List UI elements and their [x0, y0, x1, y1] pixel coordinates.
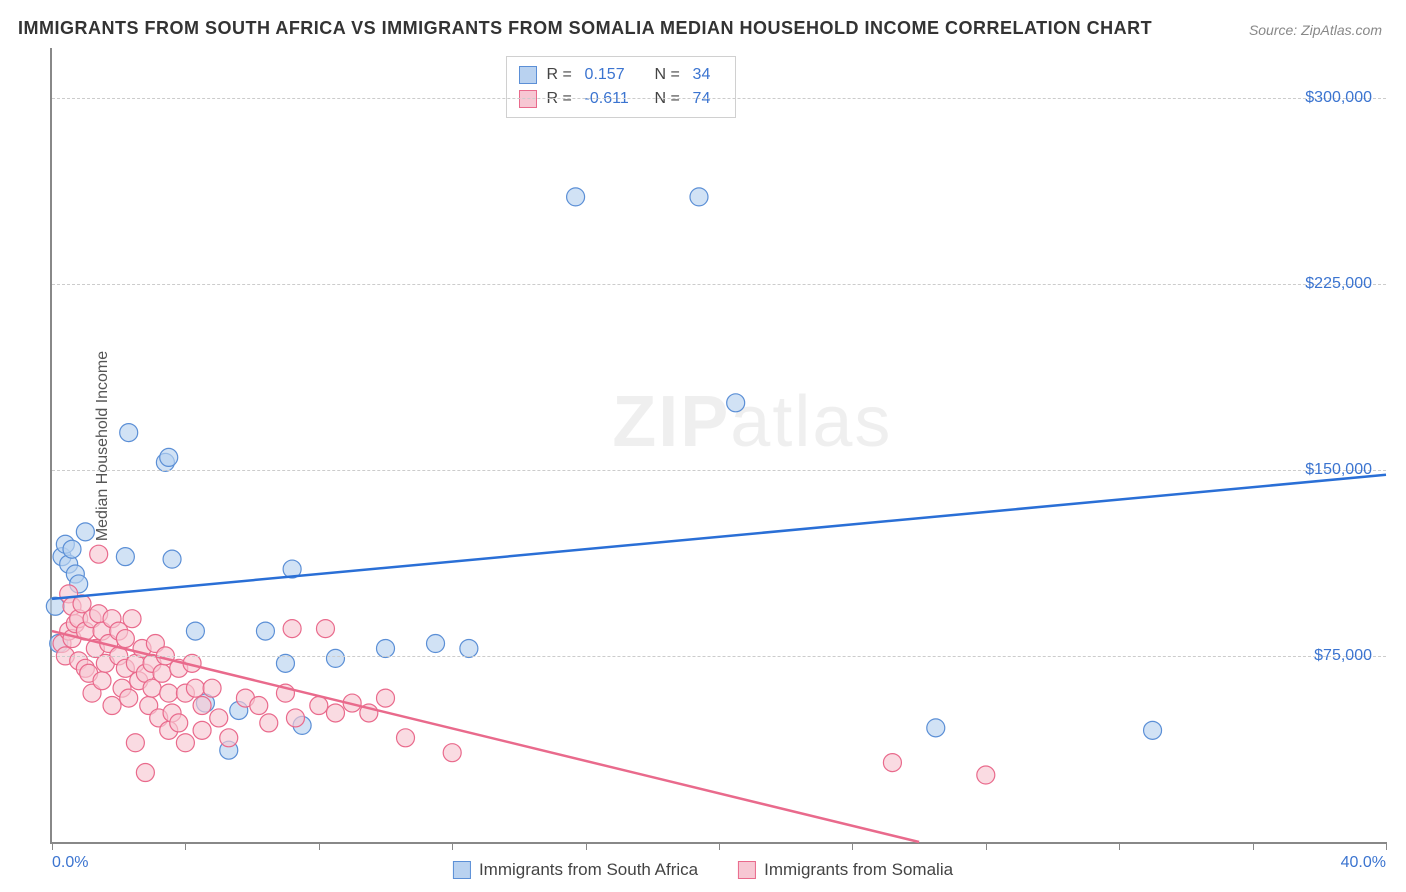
data-point [250, 697, 268, 715]
data-point [690, 188, 708, 206]
data-point [377, 689, 395, 707]
x-tick [852, 842, 853, 850]
data-point [93, 672, 111, 690]
x-tick [719, 842, 720, 850]
data-point [76, 523, 94, 541]
data-point [260, 714, 278, 732]
data-point [136, 764, 154, 782]
data-point [203, 679, 221, 697]
x-tick [986, 842, 987, 850]
x-tick [1386, 842, 1387, 850]
data-point [326, 704, 344, 722]
series-1-swatch-icon [738, 861, 756, 879]
r-value-0: 0.157 [585, 63, 645, 87]
data-point [160, 684, 178, 702]
x-min-label: 0.0% [52, 854, 88, 872]
data-point [63, 540, 81, 558]
data-point [286, 709, 304, 727]
legend-row-series-1: R = -0.611 N = 74 [519, 87, 723, 111]
x-tick [185, 842, 186, 850]
gridline [52, 284, 1386, 285]
series-legend: Immigrants from South Africa Immigrants … [453, 860, 953, 880]
y-tick-label: $75,000 [1314, 647, 1372, 665]
data-point [220, 729, 238, 747]
x-tick [452, 842, 453, 850]
series-1-name: Immigrants from Somalia [764, 860, 953, 880]
x-tick [319, 842, 320, 850]
n-value-1: 74 [693, 87, 723, 111]
r-label: R = [547, 63, 575, 87]
data-point [276, 654, 294, 672]
gridline [52, 98, 1386, 99]
data-point [427, 635, 445, 653]
correlation-legend: R = 0.157 N = 34 R = -0.611 N = 74 [506, 56, 736, 118]
legend-item-0: Immigrants from South Africa [453, 860, 698, 880]
data-point [193, 721, 211, 739]
chart-title: IMMIGRANTS FROM SOUTH AFRICA VS IMMIGRAN… [18, 18, 1152, 39]
data-point [443, 744, 461, 762]
r-value-1: -0.611 [585, 87, 645, 111]
gridline [52, 470, 1386, 471]
data-point [170, 714, 188, 732]
x-tick [52, 842, 53, 850]
data-point [176, 734, 194, 752]
data-point [116, 548, 134, 566]
data-point [377, 639, 395, 657]
data-point [186, 622, 204, 640]
plot-area: ZIPatlas R = 0.157 N = 34 R = -0.611 N =… [50, 48, 1386, 844]
data-point [153, 664, 171, 682]
series-0-name: Immigrants from South Africa [479, 860, 698, 880]
data-point [397, 729, 415, 747]
y-tick-label: $300,000 [1305, 89, 1372, 107]
data-point [120, 424, 138, 442]
source-attribution: Source: ZipAtlas.com [1249, 22, 1382, 38]
legend-row-series-0: R = 0.157 N = 34 [519, 63, 723, 87]
data-point [256, 622, 274, 640]
data-point [326, 649, 344, 667]
data-point [120, 689, 138, 707]
y-tick-label: $150,000 [1305, 461, 1372, 479]
series-0-swatch-icon [453, 861, 471, 879]
scatter-chart [52, 48, 1386, 842]
n-label: N = [655, 87, 683, 111]
y-tick-label: $225,000 [1305, 275, 1372, 293]
series-0-swatch [519, 66, 537, 84]
data-point [163, 550, 181, 568]
data-point [160, 448, 178, 466]
x-tick [1119, 842, 1120, 850]
data-point [883, 754, 901, 772]
x-tick [1253, 842, 1254, 850]
n-value-0: 34 [693, 63, 723, 87]
data-point [927, 719, 945, 737]
trend-line [52, 475, 1386, 599]
data-point [90, 545, 108, 563]
data-point [283, 620, 301, 638]
legend-item-1: Immigrants from Somalia [738, 860, 953, 880]
data-point [310, 697, 328, 715]
data-point [316, 620, 334, 638]
data-point [193, 697, 211, 715]
data-point [460, 639, 478, 657]
series-1-swatch [519, 90, 537, 108]
data-point [116, 630, 134, 648]
data-point [567, 188, 585, 206]
data-point [727, 394, 745, 412]
gridline [52, 656, 1386, 657]
data-point [186, 679, 204, 697]
data-point [103, 697, 121, 715]
x-tick [586, 842, 587, 850]
data-point [210, 709, 228, 727]
x-max-label: 40.0% [1341, 854, 1386, 872]
n-label: N = [655, 63, 683, 87]
data-point [1144, 721, 1162, 739]
data-point [123, 610, 141, 628]
data-point [977, 766, 995, 784]
data-point [126, 734, 144, 752]
r-label: R = [547, 87, 575, 111]
